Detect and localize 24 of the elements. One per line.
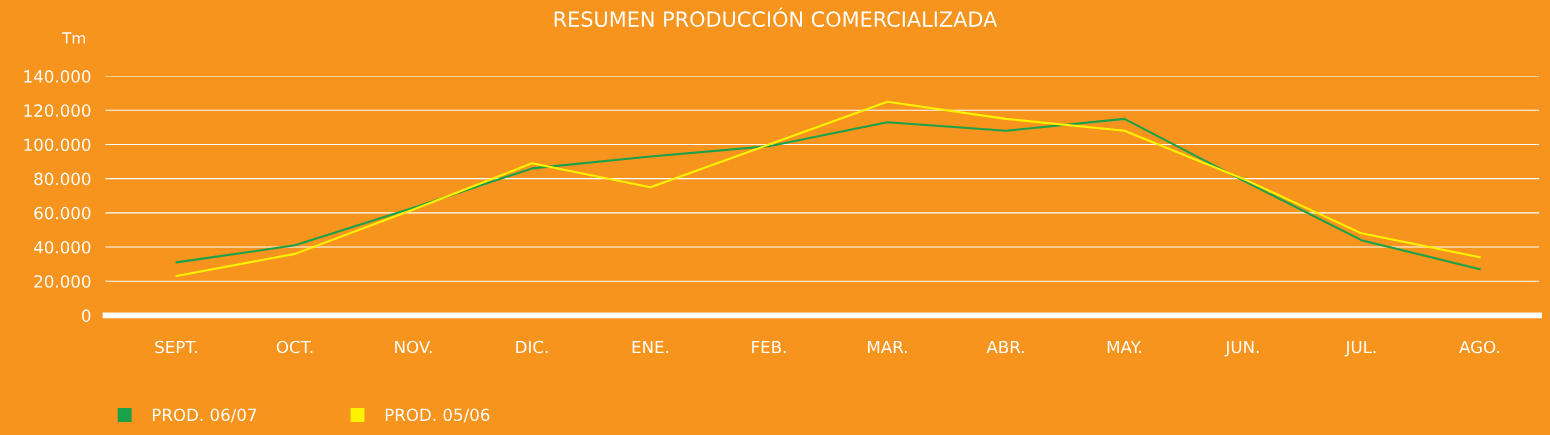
x-tick-label: ABR. (986, 340, 1024, 354)
y-tick-label: 120.000 (24, 104, 91, 117)
x-tick-label: OCT. (276, 340, 313, 354)
x-tick-label: JUL. (1344, 340, 1376, 357)
legend-label: PROD. 05/06 (385, 408, 490, 423)
y-tick-label: 140.000 (24, 70, 91, 83)
x-tick-label: MAR. (868, 340, 907, 354)
y-tick-label: 0 (82, 309, 91, 322)
x-tick-label: FEB. (752, 340, 786, 354)
y-tick-label: 100.000 (24, 138, 91, 152)
x-tick-label: AGO. (1459, 340, 1499, 354)
x-tick-label: SEPT. (155, 340, 198, 354)
y-tick-label: 60.000 (34, 206, 91, 220)
chart-title: RESUMEN PRODUCCIÓN COMERCIALIZADA (554, 7, 998, 27)
x-tick-label: MAY. (1107, 340, 1141, 354)
x-tick-label: DIC. (516, 340, 548, 354)
y-tick-label: 80.000 (34, 172, 91, 186)
legend-label: PROD. 06/07 (152, 408, 257, 423)
x-tick-label: NOV. (395, 340, 432, 354)
y-tick-label: 40.000 (34, 240, 91, 254)
x-tick-label: ENE. (632, 340, 669, 354)
y-axis-title: Tm (61, 32, 85, 44)
x-tick-label: JUN. (1224, 340, 1259, 357)
y-tick-label: 20.000 (34, 275, 91, 288)
